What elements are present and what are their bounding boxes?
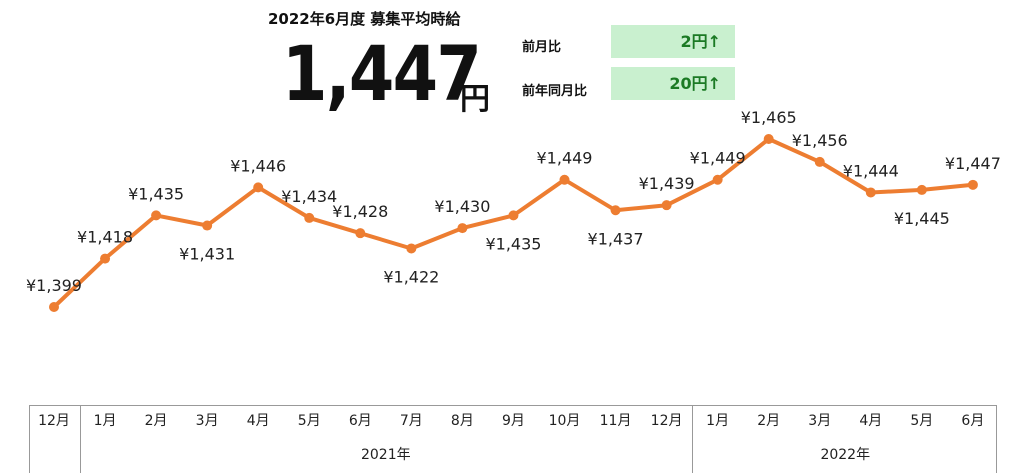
year-group-label: 2021年 bbox=[360, 447, 411, 463]
data-point bbox=[763, 134, 774, 144]
year-divider bbox=[692, 405, 693, 473]
x-tick-label: 10月 bbox=[548, 413, 581, 429]
series-line bbox=[52, 137, 974, 309]
data-point bbox=[406, 243, 417, 254]
data-label: ¥1,430 bbox=[434, 197, 490, 216]
data-label: ¥1,422 bbox=[383, 267, 439, 286]
data-point bbox=[304, 212, 315, 223]
x-tick-label: 1月 bbox=[93, 413, 117, 429]
data-label: ¥1,399 bbox=[26, 276, 82, 295]
x-tick-label: 6月 bbox=[348, 413, 372, 429]
x-tick-label: 11月 bbox=[599, 413, 632, 429]
x-tick-label: 2月 bbox=[757, 413, 781, 429]
average-wage-unit: 円 bbox=[460, 82, 490, 117]
x-tick-label: 3月 bbox=[808, 413, 832, 429]
average-wage-display: 1,447 円 bbox=[282, 29, 512, 118]
x-tick-label: 4月 bbox=[246, 413, 270, 429]
mom-label: 前月比 bbox=[522, 40, 562, 55]
x-tick-label: 6月 bbox=[961, 413, 985, 429]
data-label: ¥1,465 bbox=[741, 108, 797, 127]
x-axis-table bbox=[29, 405, 997, 473]
year-group-label: 2022年 bbox=[820, 447, 871, 463]
data-point bbox=[661, 200, 672, 211]
yoy-label: 前年同月比 bbox=[522, 84, 588, 99]
x-tick-label: 2月 bbox=[144, 413, 168, 429]
data-point bbox=[559, 174, 570, 185]
line-chart: ¥1,399¥1,418¥1,435¥1,431¥1,446¥1,434¥1,4… bbox=[26, 108, 1001, 312]
page-title: 2022年6月度 募集平均時給 bbox=[268, 10, 461, 28]
data-point bbox=[508, 210, 519, 221]
year-divider bbox=[80, 405, 81, 473]
data-point bbox=[457, 223, 468, 234]
data-label: ¥1,437 bbox=[588, 229, 644, 248]
data-label: ¥1,456 bbox=[792, 131, 848, 150]
x-tick-label: 8月 bbox=[450, 413, 474, 429]
mom-value-badge: 2円↑ bbox=[611, 25, 735, 58]
data-label: ¥1,439 bbox=[639, 174, 695, 193]
x-tick-label: 9月 bbox=[501, 413, 525, 429]
data-label: ¥1,446 bbox=[230, 156, 286, 175]
data-point bbox=[916, 184, 927, 195]
data-point bbox=[151, 210, 162, 221]
data-point bbox=[814, 156, 825, 167]
x-tick-label: 4月 bbox=[859, 413, 883, 429]
data-point bbox=[100, 253, 111, 264]
x-tick-label: 5月 bbox=[297, 413, 321, 429]
data-point bbox=[202, 220, 213, 231]
data-label: ¥1,435 bbox=[128, 184, 184, 203]
data-point bbox=[712, 174, 723, 185]
data-label: ¥1,449 bbox=[690, 149, 746, 168]
x-tick-label: 5月 bbox=[910, 413, 934, 429]
x-tick-label: 7月 bbox=[399, 413, 423, 429]
data-label: ¥1,447 bbox=[945, 154, 1001, 173]
x-tick-label: 12月 bbox=[38, 413, 70, 429]
x-tick-label: 1月 bbox=[706, 413, 730, 429]
data-point bbox=[865, 187, 876, 198]
data-label: ¥1,444 bbox=[843, 161, 899, 180]
average-wage-value: 1,447 bbox=[282, 29, 482, 118]
data-label: ¥1,449 bbox=[537, 149, 593, 168]
data-point bbox=[967, 179, 978, 190]
data-label: ¥1,435 bbox=[485, 234, 541, 253]
yoy-value-badge: 20円↑ bbox=[611, 67, 735, 100]
data-label: ¥1,428 bbox=[332, 202, 388, 221]
data-point bbox=[610, 205, 621, 216]
data-label: ¥1,445 bbox=[894, 209, 950, 228]
x-tick-label: 12月 bbox=[650, 413, 683, 429]
data-label: ¥1,434 bbox=[281, 187, 337, 206]
data-label: ¥1,431 bbox=[179, 245, 235, 264]
data-point bbox=[49, 302, 59, 312]
data-point bbox=[355, 228, 366, 239]
data-label: ¥1,418 bbox=[77, 228, 133, 247]
data-point bbox=[253, 182, 264, 193]
x-tick-label: 3月 bbox=[195, 413, 219, 429]
